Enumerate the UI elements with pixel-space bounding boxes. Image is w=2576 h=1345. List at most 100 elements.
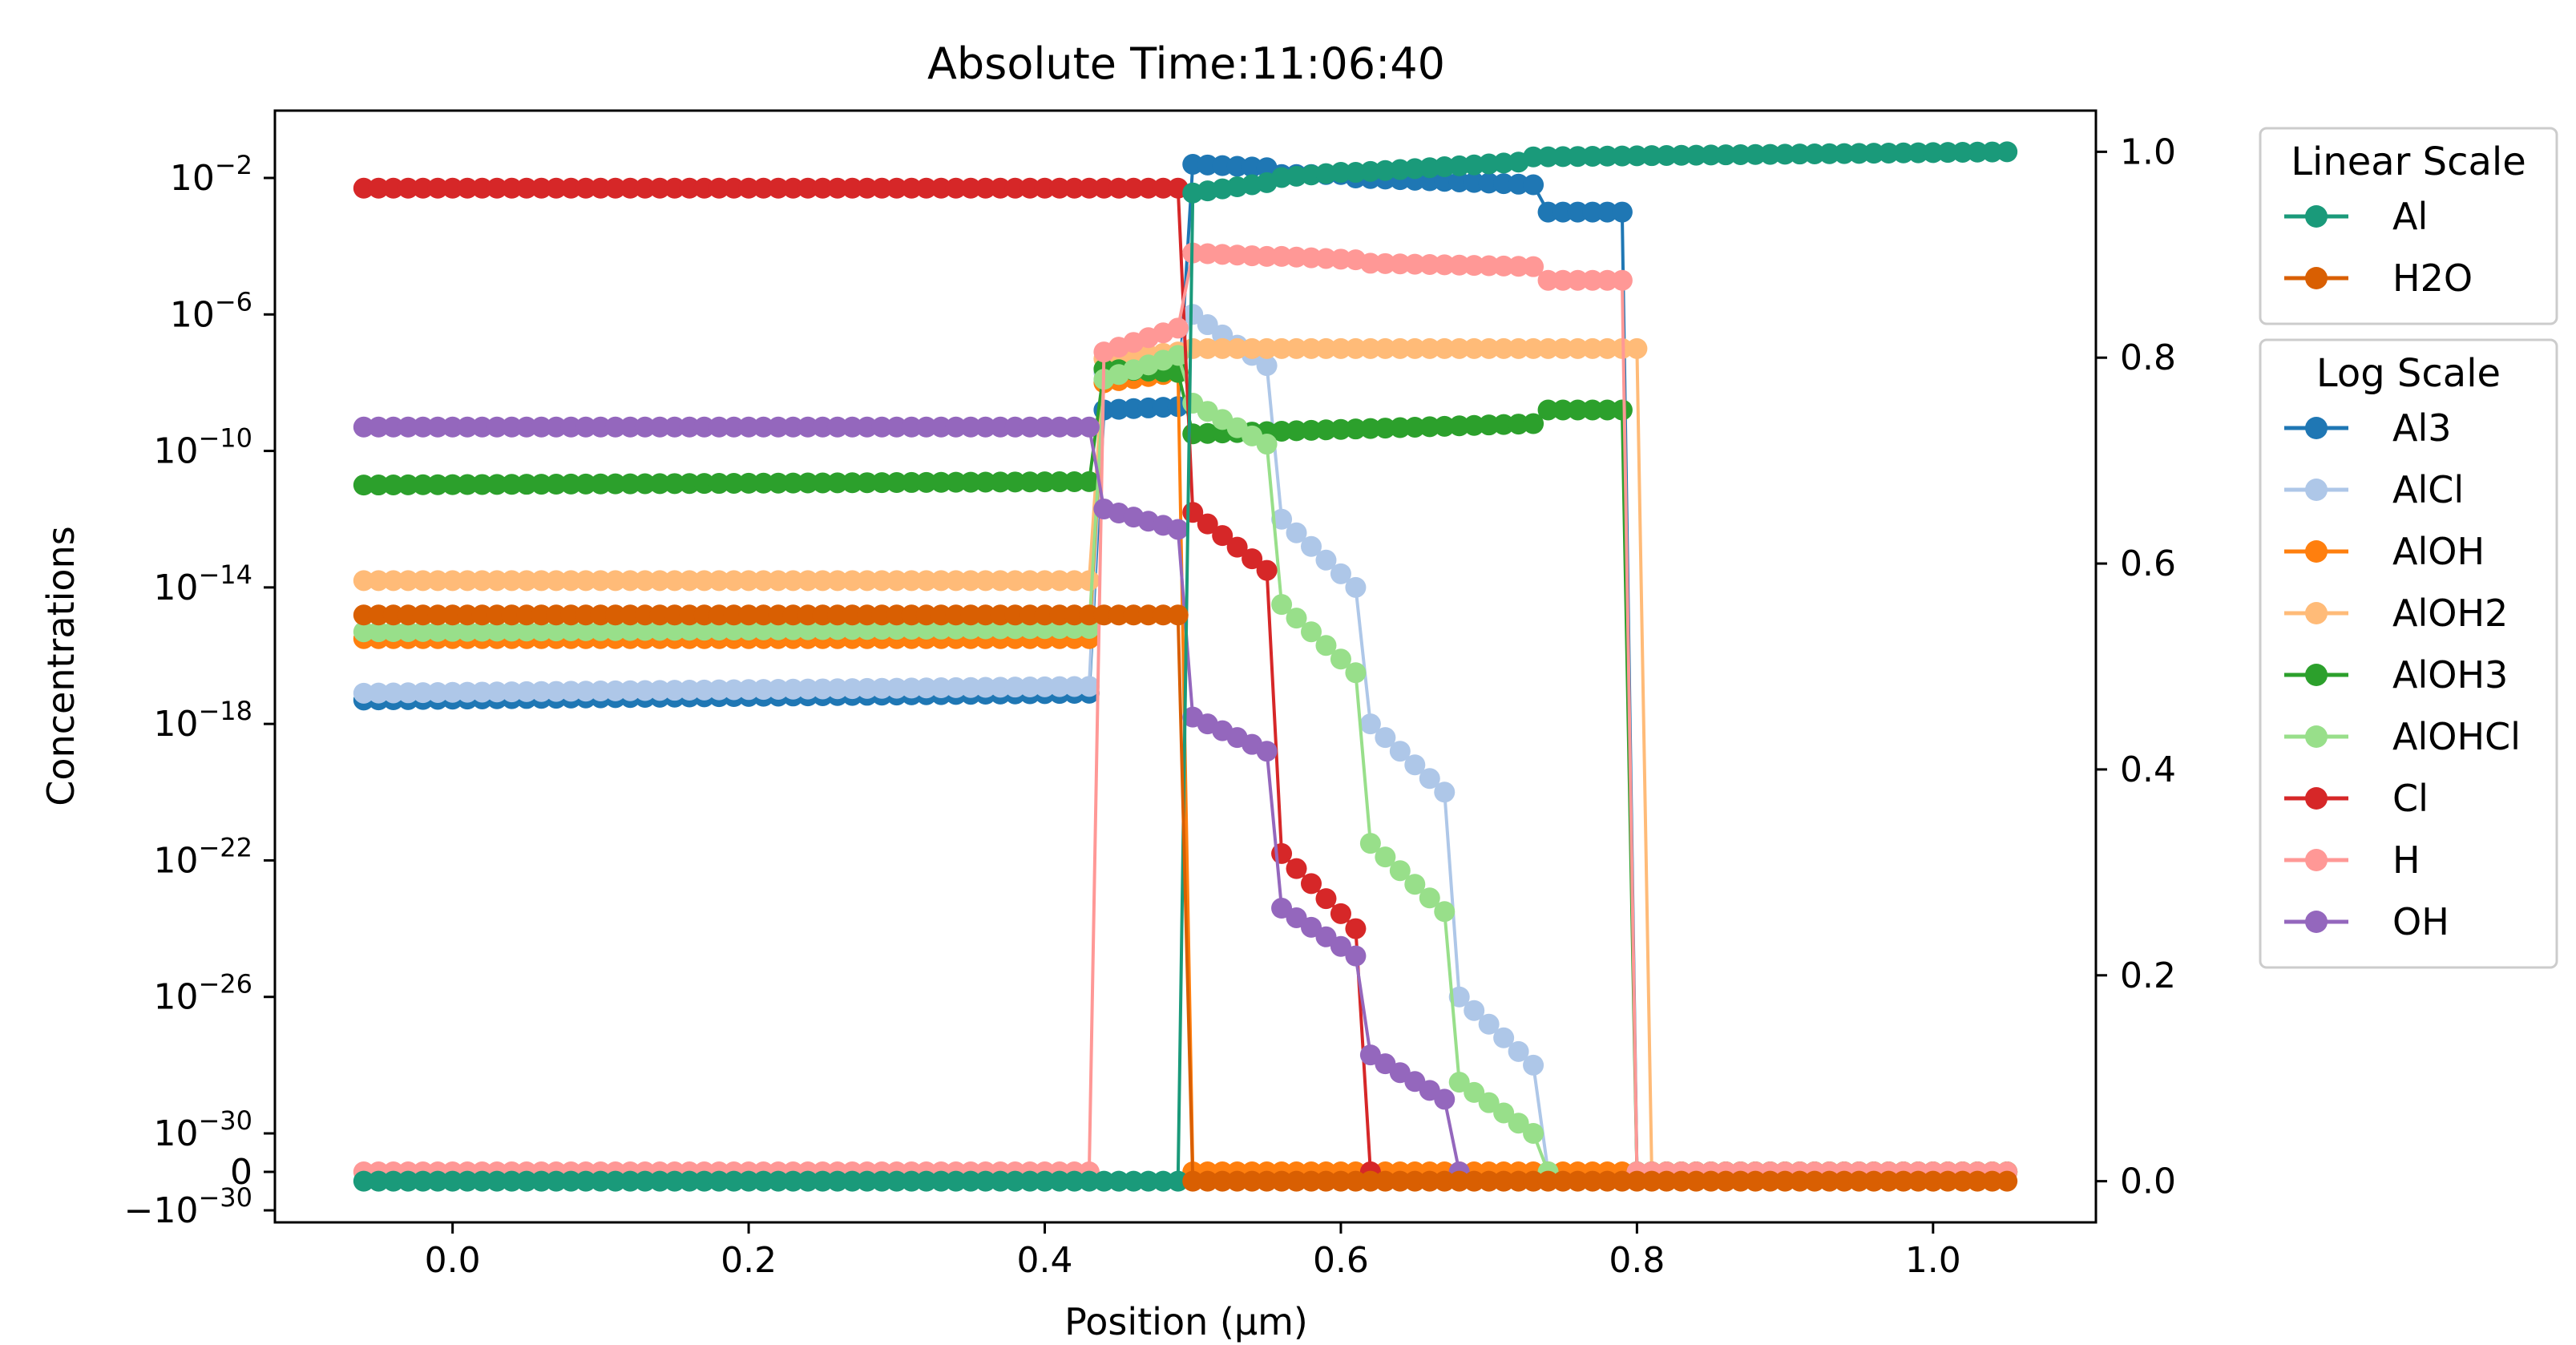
series-point-oh (1345, 945, 1367, 967)
series-point-aloh3 (960, 471, 982, 493)
series-point-h (1271, 245, 1293, 267)
series-point-cl (1019, 177, 1041, 199)
series-point-h2o (1108, 604, 1129, 626)
series-point-h (1167, 317, 1189, 339)
series-point-al3 (1123, 398, 1145, 419)
series-point-al3 (1153, 397, 1174, 418)
series-point-al (1434, 156, 1456, 178)
series-point-h2o (768, 604, 789, 626)
series-point-alcl (886, 677, 907, 699)
series-point-al (664, 1170, 685, 1192)
series-point-al (1137, 1170, 1159, 1192)
legend-entry-h2o: H2O (2284, 256, 2473, 300)
series-point-aloh3 (442, 474, 463, 495)
legend-marker (2305, 205, 2328, 228)
series-point-cl (590, 177, 612, 199)
series-point-h (1581, 269, 1603, 291)
series-point-cl (1123, 177, 1145, 199)
series-point-al (620, 1170, 641, 1192)
series-point-alcl (871, 677, 893, 699)
series-point-oh (960, 416, 982, 438)
series-point-alohcl (531, 620, 552, 642)
series-point-h2o (1523, 1170, 1544, 1192)
series-point-cl (1093, 177, 1115, 199)
series-point-al (826, 1170, 848, 1192)
series-point-aloh2 (797, 570, 818, 592)
series-point-alcl (1256, 355, 1278, 377)
series-point-aloh3 (353, 475, 374, 496)
series-point-aloh2 (560, 570, 582, 592)
series-point-al (1848, 143, 1870, 164)
series-point-al (1389, 159, 1411, 180)
legend-layer: Linear Scale Al H2O Log Scale Al3 AlCl AlOH AlO… (2259, 127, 2558, 969)
series-point-aloh2 (975, 570, 996, 592)
series-point-aloh3 (382, 474, 404, 495)
series-point-aloh2 (709, 570, 730, 592)
series-point-al (990, 1170, 1011, 1192)
series-point-cl (812, 177, 834, 199)
series-point-alohcl (353, 621, 374, 643)
series-point-aloh2 (1552, 337, 1574, 359)
series-point-cl (501, 177, 523, 199)
series-point-alcl (1359, 713, 1381, 735)
series-point-al (1064, 1170, 1085, 1192)
series-point-aloh3 (1375, 418, 1396, 439)
series-point-aloh3 (768, 472, 789, 494)
y-left-tick-label: 10−18 (153, 696, 252, 745)
series-point-h2o (1759, 1170, 1781, 1192)
series-point-cl (886, 177, 907, 199)
series-point-h2o (560, 604, 582, 626)
series-point-alohcl (693, 620, 715, 641)
series-point-h2o (427, 604, 449, 626)
series-point-aloh2 (945, 570, 967, 592)
series-point-al (1359, 160, 1381, 182)
series-point-h (1226, 244, 1248, 266)
series-point-oh (501, 416, 523, 438)
series-point-alohcl (1478, 1092, 1500, 1113)
series-point-al (1464, 154, 1485, 176)
series-point-cl (782, 177, 804, 199)
series-point-alcl (1508, 1040, 1529, 1062)
series-point-al3 (1611, 201, 1633, 223)
series-point-al (812, 1170, 834, 1192)
series-point-alohcl (1359, 833, 1381, 854)
legend-label: OH (2392, 900, 2449, 943)
series-point-aloh2 (826, 570, 848, 592)
series-point-al (871, 1170, 893, 1192)
series-point-h (1537, 269, 1559, 291)
series-point-h2o (1922, 1170, 1944, 1192)
series-point-aloh3 (693, 473, 715, 495)
series-point-aloh2 (1271, 337, 1293, 359)
legend-linear: Linear Scale Al H2O (2259, 127, 2558, 325)
series-point-oh (412, 416, 434, 438)
series-point-al (1153, 1170, 1174, 1192)
series-point-cl (1137, 177, 1159, 199)
series-point-alcl (1064, 676, 1085, 697)
series-point-oh (382, 416, 404, 438)
series-point-h2o (501, 604, 523, 626)
series-point-aloh3 (1597, 399, 1618, 421)
legend-marker (2305, 911, 2328, 933)
series-point-aloh3 (1315, 419, 1337, 441)
series-point-h2o (1153, 604, 1174, 626)
series-point-cl (382, 177, 404, 199)
series-point-h2o (709, 604, 730, 626)
series-point-alcl (545, 681, 567, 702)
series-point-alohcl (738, 619, 760, 640)
series-point-alohcl (1167, 345, 1189, 366)
series-point-cl (353, 177, 374, 199)
series-point-cl (1242, 548, 1263, 570)
series-point-alohcl (501, 620, 523, 642)
legend-entry-al3: Al3 (2284, 406, 2452, 450)
series-point-cl (1301, 873, 1322, 895)
series-point-oh (590, 416, 612, 438)
series-point-alcl (560, 681, 582, 702)
series-point-h2o (1686, 1170, 1707, 1192)
series-point-al (427, 1170, 449, 1192)
series-point-alcl (960, 677, 982, 698)
series-point-aloh3 (1448, 415, 1470, 437)
series-point-alohcl (516, 620, 538, 642)
series-point-alohcl (1375, 846, 1396, 868)
series-point-alcl (1330, 563, 1351, 584)
series-point-alohcl (649, 620, 671, 641)
